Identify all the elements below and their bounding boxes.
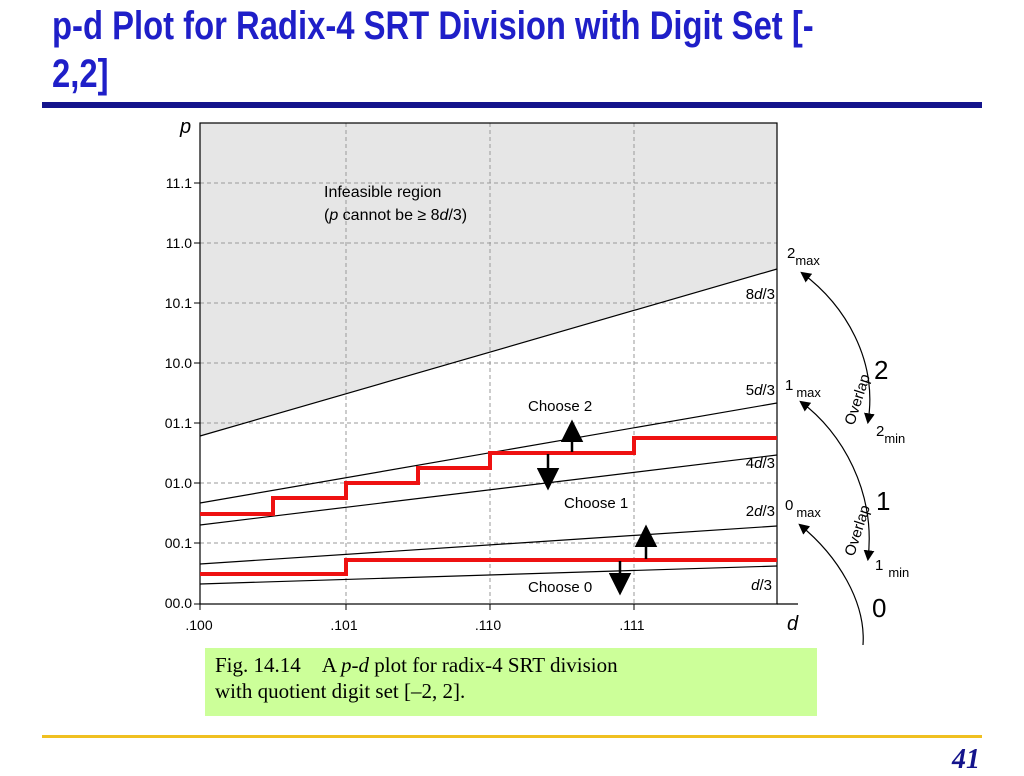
choose-0-label: Choose 0 [528, 579, 592, 596]
bound-1max: 1 max [785, 377, 821, 400]
line-label-d3: d/3 [751, 577, 772, 594]
x-axis-label: d [787, 613, 799, 635]
line-labels: 8d/3 5d/3 4d/3 2d/3 d/3 [746, 286, 775, 594]
bound-curve-0 [798, 523, 864, 646]
title-rule [42, 102, 982, 108]
line-label-4d3: 4d/3 [746, 455, 775, 472]
line-label-5d3: 5d/3 [746, 382, 775, 399]
y-axis-label: p [179, 116, 191, 138]
y-tick-labels: 11.1 11.0 10.1 10.0 01.1 01.0 00.1 00.0 [165, 175, 192, 611]
digit-labels: 2 1 0 [872, 355, 890, 623]
line-d3 [199, 565, 778, 585]
y-tick-label: 01.0 [165, 475, 192, 491]
footer-rule [42, 735, 982, 738]
title-line-1: p-d Plot for Radix-4 SRT Division with D… [52, 4, 814, 48]
line-label-8d3: 8d/3 [746, 286, 775, 303]
choose-2-label: Choose 2 [528, 398, 592, 415]
x-tick-label: .110 [475, 617, 501, 633]
selection-boundary-1 [200, 558, 777, 576]
caption-fig-number: Fig. 14.14 [215, 653, 301, 677]
digit-0-label: 0 [872, 593, 886, 623]
infeasible-region [200, 123, 777, 436]
grid [200, 123, 777, 604]
x-tick-label: .111 [619, 617, 644, 633]
overlap-curves [798, 271, 875, 646]
x-tick-label: .100 [185, 617, 212, 633]
selection-boundary-2 [200, 436, 777, 516]
caption-italic: p-d [341, 653, 370, 677]
x-tick-label: .101 [330, 617, 357, 633]
bound-2max: 2max [787, 245, 820, 268]
choice-labels: Choose 2 Choose 1 Choose 0 [528, 398, 628, 596]
bound-1min: 1 min [875, 557, 909, 580]
x-tick-labels: .100 .101 .110 .111 [185, 617, 644, 633]
y-tick-label: 11.1 [166, 175, 192, 191]
choice-arrows [536, 419, 658, 596]
y-tick-label: 01.1 [165, 415, 192, 431]
line-4d3 [199, 454, 778, 526]
digit-1-label: 1 [876, 486, 890, 516]
slide-title: p-d Plot for Radix-4 SRT Division with D… [52, 2, 815, 98]
page-number: 41 [952, 744, 980, 775]
title-line-2: 2,2] [52, 52, 109, 96]
y-tick-label: 00.1 [165, 535, 192, 551]
y-tick-label: 10.0 [165, 355, 192, 371]
caption-text: A [321, 653, 342, 677]
line-8d3 [199, 268, 778, 437]
line-2d3 [199, 525, 778, 565]
infeasible-title: Infeasible region [324, 184, 441, 201]
bound-2min: 2min [876, 423, 905, 446]
figure-caption: Fig. 14.14 A p-d plot for radix-4 SRT di… [205, 648, 817, 716]
overlap-curve-1 [799, 400, 875, 562]
choose-1-label: Choose 1 [564, 495, 628, 512]
line-label-2d3: 2d/3 [746, 503, 775, 520]
caption-line-2: with quotient digit set [–2, 2]. [215, 679, 466, 703]
y-tick-label: 10.1 [165, 295, 192, 311]
y-tick-label: 11.0 [166, 235, 192, 251]
y-tick-label: 00.0 [165, 595, 192, 611]
infeasible-subtitle: (p cannot be ≥ 8d/3) [324, 207, 467, 224]
overlap-curve-2 [800, 271, 875, 425]
bound-0max: 0 max [785, 497, 821, 520]
caption-text: plot for radix-4 SRT division [369, 653, 618, 677]
digit-2-label: 2 [874, 355, 888, 385]
tick-marks [194, 182, 635, 610]
